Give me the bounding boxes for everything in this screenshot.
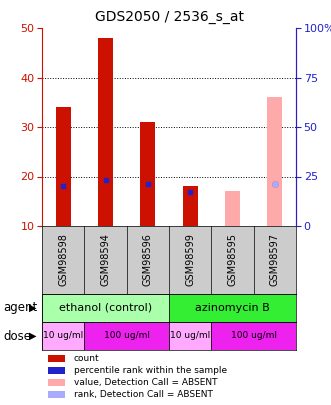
Text: azinomycin B: azinomycin B <box>195 303 270 313</box>
Bar <box>98 38 113 226</box>
Bar <box>183 186 198 226</box>
Bar <box>56 107 71 226</box>
Bar <box>42 294 169 322</box>
Text: rank, Detection Call = ABSENT: rank, Detection Call = ABSENT <box>74 390 213 399</box>
Text: GSM98597: GSM98597 <box>270 234 280 286</box>
Bar <box>140 122 155 226</box>
Text: GSM98599: GSM98599 <box>185 234 195 286</box>
Text: GSM98594: GSM98594 <box>101 234 111 286</box>
Bar <box>84 322 169 350</box>
Text: value, Detection Call = ABSENT: value, Detection Call = ABSENT <box>74 378 217 387</box>
Text: percentile rank within the sample: percentile rank within the sample <box>74 366 227 375</box>
Text: ▶: ▶ <box>29 331 36 341</box>
Bar <box>48 355 65 362</box>
Bar <box>225 191 240 226</box>
Text: 100 ug/ml: 100 ug/ml <box>104 332 150 341</box>
Text: dose: dose <box>3 330 31 343</box>
Text: ▶: ▶ <box>29 303 36 313</box>
Text: 100 ug/ml: 100 ug/ml <box>231 332 277 341</box>
Bar <box>48 379 65 386</box>
Bar <box>48 391 65 399</box>
Bar <box>48 367 65 374</box>
Bar <box>169 294 296 322</box>
Bar <box>211 322 296 350</box>
Bar <box>267 97 282 226</box>
Text: 10 ug/ml: 10 ug/ml <box>43 332 83 341</box>
Text: 10 ug/ml: 10 ug/ml <box>170 332 210 341</box>
Text: ethanol (control): ethanol (control) <box>59 303 152 313</box>
Bar <box>169 322 211 350</box>
Text: count: count <box>74 354 99 363</box>
Text: agent: agent <box>3 301 37 315</box>
Bar <box>42 322 84 350</box>
Text: GSM98595: GSM98595 <box>227 234 238 286</box>
Text: GSM98596: GSM98596 <box>143 234 153 286</box>
Text: GSM98598: GSM98598 <box>58 234 68 286</box>
Title: GDS2050 / 2536_s_at: GDS2050 / 2536_s_at <box>94 10 244 24</box>
